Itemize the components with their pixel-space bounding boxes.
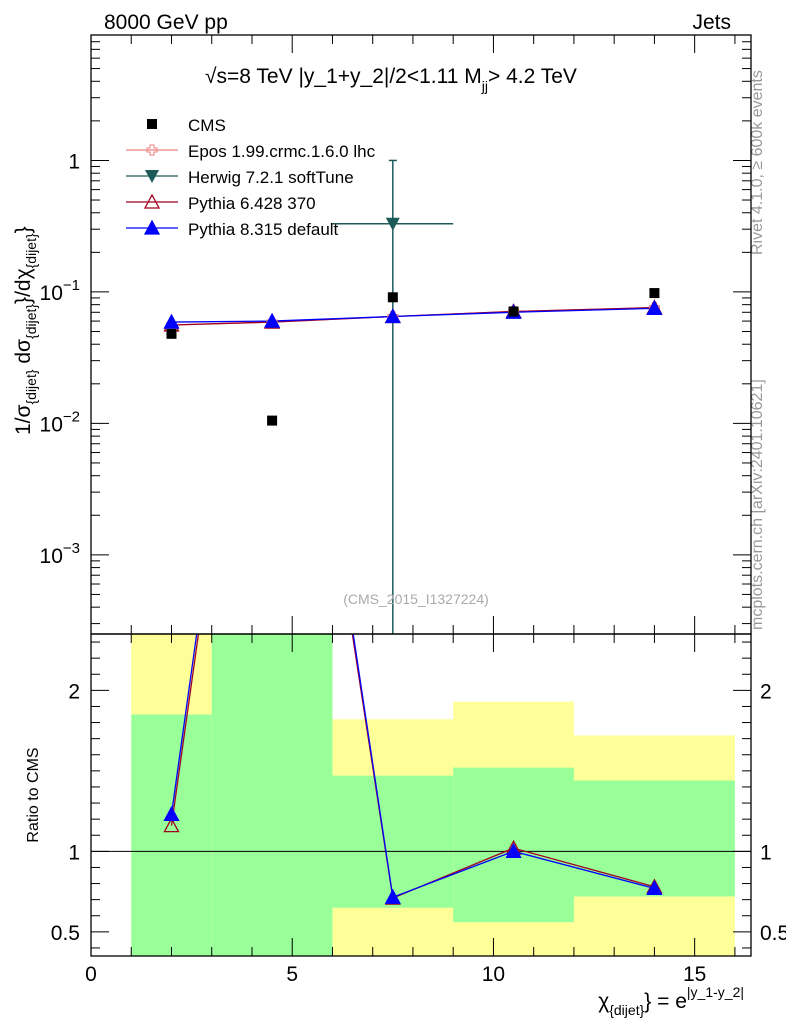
- y-tick-exp-3: −3: [63, 540, 80, 557]
- ratio-plot-marks: [163, 88, 663, 905]
- legend-marker-cms: [147, 119, 157, 129]
- legend-label-pythia6: Pythia 6.428 370: [188, 194, 316, 213]
- ratio-y-tick-label-right-0: 0.5: [760, 922, 786, 945]
- y-tick-base-1: 10: [40, 282, 63, 305]
- title-after: > 4.2 TeV: [488, 65, 577, 88]
- chart-title: √s=8 TeV |y_1+y_2|/2<1.11 Mjj> 4.2 TeV: [205, 65, 577, 94]
- legend-marker-pythia8: [143, 219, 161, 235]
- rivet-label: Rivet 4.1.0, ≥ 600k events: [749, 70, 766, 255]
- y-tick-base-2: 10: [40, 413, 63, 436]
- ratio-frame: [90, 633, 752, 957]
- cms-point-4: [649, 288, 660, 299]
- header-left: 8000 GeV pp: [104, 11, 228, 34]
- pythia8-ratio-point-3: [505, 842, 522, 858]
- y-tick-exp-2: −2: [63, 408, 80, 425]
- ylabel-c: }/dχ: [12, 268, 35, 304]
- x-tick-label-2: 10: [482, 963, 505, 986]
- cms-point-0: [166, 328, 177, 339]
- legend: CMS Epos 1.99.crmc.1.6.0 lhc Herwig 7.2.1 …: [126, 116, 376, 239]
- title-sub: jj: [481, 78, 488, 94]
- xlabel-mid: } = e: [644, 990, 687, 1013]
- pythia8-ratio-point-1: [265, 88, 279, 101]
- cms-point-2: [387, 292, 398, 303]
- ratio-y-tick-label-left-1: 1: [68, 841, 80, 864]
- main-y-label: 1/σ{dijet} dσ{dijet}}/dχ{dijet}}: [12, 226, 39, 435]
- x-tick-label-3: 15: [683, 963, 706, 986]
- pythia6-ratio-point-1: [265, 104, 279, 117]
- legend-marker-epos: [146, 144, 158, 156]
- analysis-watermark: (CMS_2015_I1327224): [343, 591, 489, 607]
- y-tick-label-0: 1: [68, 150, 80, 173]
- pythia8-point-2: [384, 308, 401, 324]
- mcplots-label: mcplots.cern.ch [arXiv:2401.10621]: [749, 379, 766, 630]
- legend-label-epos: Epos 1.99.crmc.1.6.0 lhc: [188, 142, 376, 161]
- y-tick-label-3: 10−3: [40, 540, 80, 568]
- ratio-band-inner-0: [131, 714, 212, 956]
- pythia8-ratio-point-4: [646, 880, 663, 896]
- ratio-bands: [91, 634, 751, 956]
- y-tick-base-3: 10: [40, 545, 63, 568]
- x-axis-label: χ{dijet}} = e|y_1-y_2|: [598, 984, 744, 1018]
- cms-point-1: [267, 415, 278, 426]
- xlabel-sub: {dijet}: [609, 1002, 644, 1018]
- ratio-band-inner-2: [332, 775, 454, 908]
- main-plot-marks: [163, 159, 663, 634]
- ratio-y-tick-label-left-0: 0.5: [51, 922, 80, 945]
- y-tick-label-2: 10−2: [40, 408, 80, 436]
- ylabel-b: dσ: [12, 339, 35, 370]
- header-right: Jets: [692, 11, 731, 34]
- legend-marker-pythia6: [143, 193, 161, 209]
- y-tick-exp-1: −1: [63, 277, 80, 294]
- legend-label-cms: CMS: [188, 116, 226, 135]
- ylabel-d: }: [12, 226, 35, 233]
- ylabel-sub1: {dijet}: [23, 369, 39, 404]
- pythia8-point-1: [264, 312, 281, 328]
- ratio-y-tick-label-left-2: 2: [68, 680, 80, 703]
- ratio-band-inner-1: [211, 634, 333, 956]
- ylabel-sub3: {dijet}: [23, 233, 39, 268]
- ylabel-sub2: {dijet}: [23, 304, 39, 339]
- xlabel-sup: |y_1-y_2|: [687, 984, 744, 1000]
- y-tick-label-1: 10−1: [40, 277, 80, 305]
- ratio-band-inner-4: [573, 780, 735, 897]
- pythia6-ratio-point-0: [163, 817, 180, 833]
- pythia8-ratio-point-2: [384, 888, 401, 904]
- legend-label-herwig: Herwig 7.2.1 softTune: [188, 168, 354, 187]
- title-sqrt: √: [205, 65, 217, 88]
- ratio-y-label: Ratio to CMS: [25, 747, 42, 842]
- ratio-y-tick-label-right-2: 2: [760, 680, 772, 703]
- ratio-y-tick-label-right-1: 1: [760, 841, 772, 864]
- pythia8-line: [171, 307, 655, 323]
- legend-marker-herwig: [145, 170, 159, 183]
- x-tick-label-0: 0: [85, 963, 97, 986]
- cms-point-3: [508, 306, 519, 317]
- ylabel-a: 1/σ: [12, 404, 35, 435]
- pythia8-point-4: [646, 299, 663, 315]
- x-tick-label-1: 5: [286, 963, 298, 986]
- herwig-point-0: [385, 217, 400, 231]
- xlabel-chi: χ: [598, 990, 609, 1013]
- pythia8-ratio-point-0: [163, 805, 180, 821]
- legend-label-pythia8: Pythia 8.315 default: [188, 220, 339, 239]
- pythia8-point-0: [163, 313, 180, 329]
- title-main: s=8 TeV |y_1+y_2|/2<1.11 M: [217, 65, 482, 88]
